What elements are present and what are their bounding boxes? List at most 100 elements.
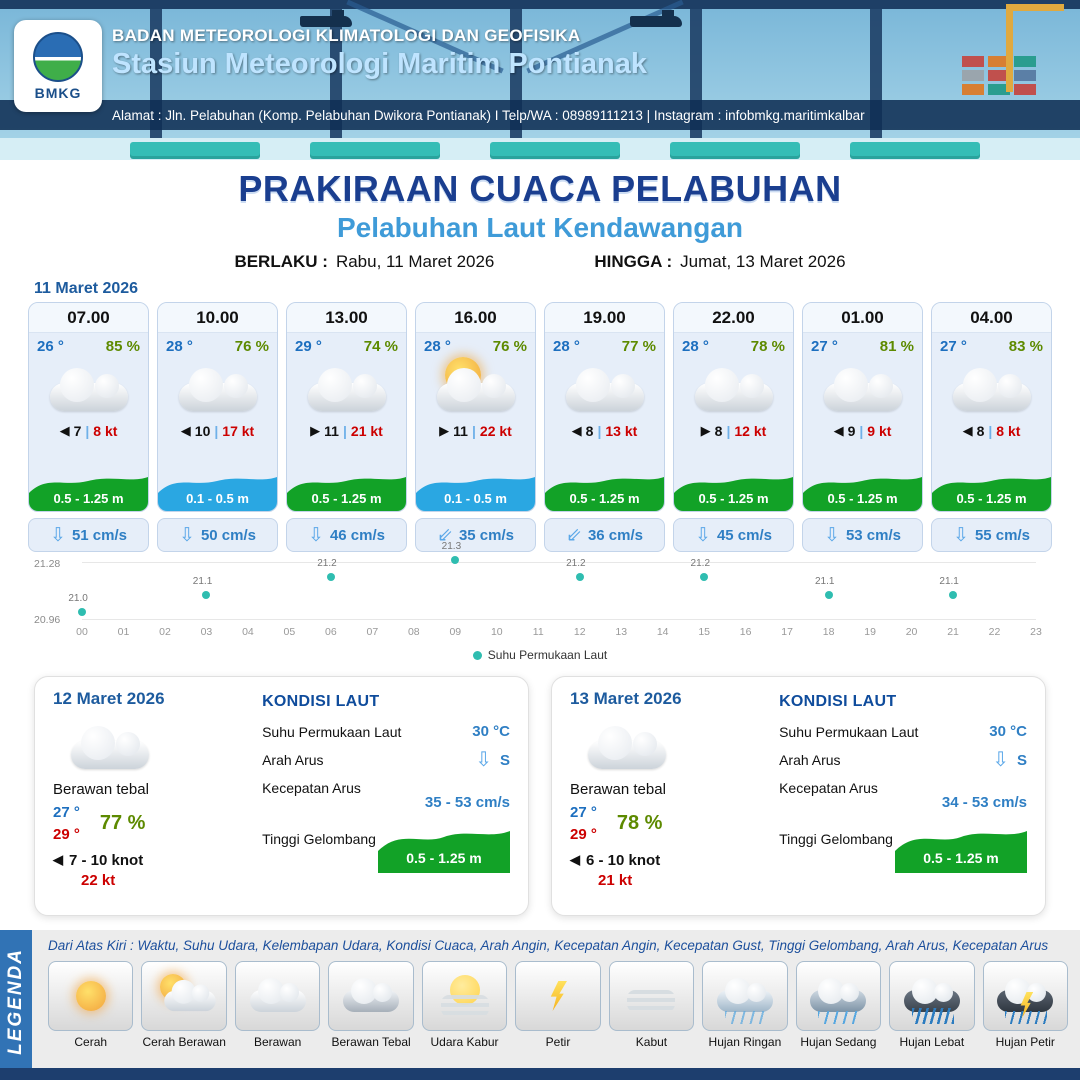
day-date: 13 Maret 2026 <box>570 689 682 708</box>
wave-height-band: 0.5 - 1.25 m <box>545 467 664 511</box>
sst-point-label: 21.1 <box>814 575 835 587</box>
time-label: 01.00 <box>803 303 922 333</box>
time-label: 04.00 <box>932 303 1051 333</box>
sun-icon <box>59 972 123 1020</box>
cloudy-icon <box>584 719 670 773</box>
wind-speed: 8 <box>585 423 594 439</box>
wave-height-band: 0.5 - 1.25 m <box>674 467 793 511</box>
wave-height-band: 0.1 - 0.5 m <box>158 467 277 511</box>
thick-cloud-icon <box>339 972 403 1020</box>
air-temp: 28 ° <box>166 338 193 355</box>
wave-height-value: 0.5 - 1.25 m <box>956 491 1027 506</box>
time-label: 16.00 <box>416 303 535 333</box>
current-direction-icon: ⇩ <box>953 524 969 546</box>
sst-xtick: 07 <box>366 626 379 638</box>
sst-xtick: 13 <box>615 626 628 638</box>
forecast-card: 04.00 27 ° 83 % ◀ 8 | 8 kt 0.5 - 1.25 m ⇩ 55 … <box>931 302 1052 552</box>
sun-cloud-icon <box>433 357 519 415</box>
day-date: 12 Maret 2026 <box>53 689 165 708</box>
sst-label: Suhu Permukaan Laut <box>262 723 402 740</box>
current-speed: 36 cm/s <box>587 526 643 544</box>
sst-xtick: 00 <box>76 626 88 638</box>
sea-conditions-title: KONDISI LAUT <box>262 693 380 710</box>
wave-height-band: 0.5 - 1.25 m <box>803 467 922 511</box>
sst-point <box>78 608 86 616</box>
legend-label: Udara Kabur <box>430 1035 499 1049</box>
humidity: 77 % <box>99 812 146 835</box>
valid-until-label: HINGGA : <box>594 252 673 271</box>
sst-xtick: 03 <box>200 626 213 638</box>
wave-height-label: Tinggi Gelombang <box>779 831 893 847</box>
sst-value: 30 °C <box>472 723 510 740</box>
current-speed: 50 cm/s <box>200 526 256 544</box>
wind-direction-icon: ◀ <box>962 423 973 438</box>
wave-height-value: 0.1 - 0.5 m <box>444 491 507 506</box>
sst-xtick: 17 <box>781 626 793 638</box>
current-box: ⇩ 46 cm/s <box>286 518 407 552</box>
bmkg-logo: BMKG <box>14 20 102 112</box>
wave-height-value: 0.5 - 1.25 m <box>698 491 769 506</box>
condition-label: Berawan tebal <box>53 781 149 798</box>
footer-bar <box>0 1068 1080 1080</box>
legend-label: Berawan <box>253 1035 302 1049</box>
sst-point <box>202 590 211 599</box>
air-temp: 28 ° <box>553 338 580 355</box>
legend-label: Hujan Ringan <box>708 1035 782 1049</box>
separator: | <box>726 423 731 439</box>
wave-height-value: 0.5 - 1.25 m <box>406 850 482 866</box>
cloudy-icon <box>562 361 648 415</box>
sst-xtick: 20 <box>905 626 918 638</box>
forecast-card: 19.00 28 ° 77 % ◀ 8 | 13 kt 0.5 - 1.25 m ⇙ 36… <box>544 302 665 552</box>
sst-xtick: 15 <box>698 626 711 638</box>
legend-item: Udara Kabur <box>421 961 508 1049</box>
sst-xtick: 05 <box>283 626 296 638</box>
gust-speed: 13 kt <box>605 423 638 439</box>
wind-speed: 10 <box>194 423 211 439</box>
forecast-card: 07.00 26 ° 85 % ◀ 7 | 8 kt 0.5 - 1.25 m ⇩ 51 … <box>28 302 149 552</box>
legend-item: Cerah <box>48 961 134 1049</box>
wind-direction-icon: ▶ <box>439 423 450 438</box>
separator: | <box>85 423 90 439</box>
cloudy-icon <box>949 361 1035 415</box>
legend-item: Kabut <box>608 961 695 1049</box>
legend-item: Hujan Lebat <box>889 961 975 1049</box>
wind-range: 6 - 10 knot <box>586 851 661 869</box>
sst-point <box>575 573 584 581</box>
sst-xtick: 01 <box>117 626 130 638</box>
time-label: 13.00 <box>287 303 406 333</box>
wave-height-value: 0.5 - 1.25 m <box>827 491 898 506</box>
wave-height-badge: 0.5 - 1.25 m <box>377 821 510 873</box>
current-speed: 45 cm/s <box>716 526 772 544</box>
light-rain-icon <box>713 972 777 1024</box>
sst-xticks: 00 01 02 03 04 05 06 07 08 09 10 11 12 13 14 15 16 17 18 19… <box>76 624 1042 640</box>
ship-icon <box>300 10 352 27</box>
wind-speed: 7 <box>73 423 82 439</box>
current-speed: 51 cm/s <box>71 526 127 544</box>
cloudy-icon <box>820 361 906 415</box>
legend-label: Berawan Tebal <box>331 1035 411 1049</box>
valid-until-value: Jumat, 13 Maret 2026 <box>680 252 846 271</box>
gust-speed: 8 kt <box>996 423 1021 439</box>
daily-summary-card: 12 Maret 2026 Berawan tebal 27 ° 29 ° 77… <box>34 676 529 916</box>
current-speed: 53 cm/s <box>845 526 901 544</box>
sst-chart: 21.28 20.96 21.0 21.1 21.2 21.3 21.2 21.2 21.1… <box>34 540 1046 662</box>
sst-value: 30 °C <box>989 723 1027 740</box>
station-name: Stasiun Meteorologi Maritim Pontianak <box>112 48 647 80</box>
current-box: ⇙ 36 cm/s <box>544 518 665 552</box>
legend-label: Kabut <box>635 1035 668 1049</box>
wave-height-value: 0.5 - 1.25 m <box>569 491 640 506</box>
legend-item: Hujan Sedang <box>795 961 882 1049</box>
sst-point-label: 21.2 <box>690 557 711 569</box>
thunderstorm-icon <box>993 972 1057 1024</box>
humidity: 85 % <box>105 338 140 355</box>
daily-summary-card: 13 Maret 2026 Berawan tebal 27 ° 29 ° 78… <box>551 676 1046 916</box>
legend-item: Hujan Petir <box>982 961 1068 1049</box>
sst-point-label: 21.2 <box>566 557 586 569</box>
legend-item: Cerah Berawan <box>141 961 227 1049</box>
daily-summary-row: 12 Maret 2026 Berawan tebal 27 ° 29 ° 77… <box>34 676 1046 916</box>
page-title: PRAKIRAAN CUACA PELABUHAN <box>238 168 842 209</box>
temp-min: 27 ° <box>53 804 80 821</box>
wind-speed: 11 <box>453 423 468 439</box>
legend-section: LEGENDA Dari Atas Kiri : Waktu, Suhu Uda… <box>0 930 1080 1072</box>
temp-max: 29 ° <box>53 825 80 843</box>
